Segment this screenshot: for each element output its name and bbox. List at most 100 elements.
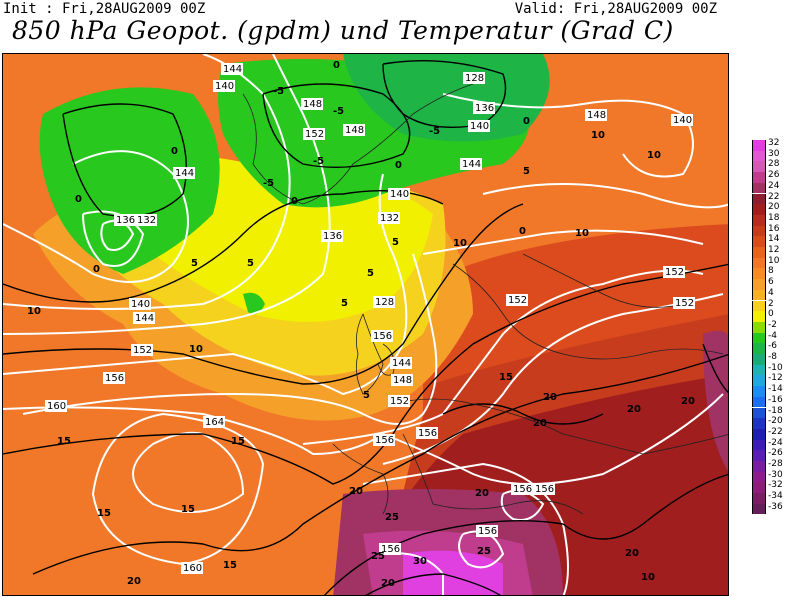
- svg-text:132: 132: [137, 215, 156, 226]
- colorbar-segment: [752, 428, 766, 440]
- colorbar-segment: [752, 236, 766, 247]
- temp-label: 0: [171, 146, 178, 157]
- colorbar-tick-label: 4: [768, 287, 774, 298]
- colorbar-segment: [752, 300, 766, 312]
- geo-label: 140: [213, 80, 235, 92]
- svg-text:156: 156: [478, 526, 497, 537]
- colorbar-segment: [752, 343, 766, 354]
- colorbar-tick-label: 20: [768, 202, 780, 213]
- geo-label: 136: [321, 230, 343, 242]
- temp-label: 20: [349, 486, 363, 497]
- geo-label: 156: [379, 543, 401, 555]
- geo-label: 136: [473, 102, 495, 114]
- geo-label: 128: [373, 296, 395, 308]
- svg-text:128: 128: [465, 73, 484, 84]
- colorbar-segment: [752, 321, 766, 333]
- colorbar-segment: [752, 268, 766, 280]
- temp-label: 20: [381, 578, 395, 589]
- temp-label: 10: [453, 238, 467, 249]
- temp-label: 5: [363, 390, 370, 401]
- svg-text:156: 156: [418, 428, 437, 439]
- temp-label: 20: [475, 488, 489, 499]
- svg-text:136: 136: [323, 231, 342, 242]
- temp-label: 5: [367, 268, 374, 279]
- svg-text:148: 148: [345, 125, 364, 136]
- svg-text:152: 152: [508, 295, 527, 306]
- header: Init : Fri,28AUG2009 00Z Valid: Fri,28AU…: [0, 0, 789, 52]
- temp-label: 15: [181, 504, 195, 515]
- geo-label: 156: [476, 525, 498, 537]
- geo-label: 164: [203, 416, 225, 428]
- svg-text:132: 132: [380, 213, 399, 224]
- geo-label: 152: [388, 395, 410, 407]
- temp-label: 10: [575, 228, 589, 239]
- geo-label: 132: [378, 212, 400, 224]
- temp-label: 0: [93, 264, 100, 275]
- cold-blob: [243, 292, 265, 315]
- colorbar-segment: [752, 214, 766, 226]
- temp-label: -5: [273, 86, 284, 97]
- colorbar-tick-label: 14: [768, 234, 780, 245]
- geo-label: 128: [463, 72, 485, 84]
- colorbar-tick-label: 6: [768, 277, 774, 288]
- temp-label: 20: [127, 576, 141, 587]
- map-canvas: 144 140 128 136 148 152 148 140 144 132 …: [3, 54, 728, 595]
- colorbar-tick-label: -30: [768, 469, 783, 480]
- svg-text:148: 148: [587, 110, 606, 121]
- geo-label: 152: [673, 297, 695, 309]
- svg-text:156: 156: [373, 331, 392, 342]
- cold-pool-core: [343, 54, 550, 142]
- colorbar-tick-label: -32: [768, 480, 783, 491]
- geo-label: 140: [468, 120, 490, 132]
- colorbar-tick-label: 30: [768, 148, 780, 159]
- colorbar-tick-label: -18: [768, 405, 783, 416]
- temp-label: 25: [385, 512, 399, 523]
- temp-label: 15: [499, 372, 513, 383]
- geo-label: 144: [460, 158, 482, 170]
- geo-label: 156: [511, 483, 533, 495]
- temp-label: 5: [247, 258, 254, 269]
- temp-label: -5: [313, 156, 324, 167]
- colorbar-tick-label: -12: [768, 373, 783, 384]
- temp-label: 0: [333, 60, 340, 71]
- temp-label: 20: [543, 392, 557, 403]
- temp-label: 30: [413, 556, 427, 567]
- temp-label: 5: [191, 258, 198, 269]
- temp-label: 25: [371, 551, 385, 562]
- colorbar-tick-label: -28: [768, 459, 783, 469]
- temp-label: 25: [477, 546, 491, 557]
- svg-text:140: 140: [470, 121, 489, 132]
- temp-label: 5: [523, 166, 530, 177]
- colorbar-segment: [752, 193, 766, 205]
- valid-time: Valid: Fri,28AUG2009 00Z: [514, 1, 717, 17]
- svg-text:156: 156: [381, 544, 400, 555]
- svg-text:136: 136: [475, 103, 494, 114]
- colorbar-segment: [752, 289, 766, 301]
- colorbar-tick-label: 10: [768, 255, 780, 266]
- colorbar-segment: [752, 503, 766, 515]
- colorbar-segment: [752, 172, 766, 183]
- geo-label: 156: [371, 330, 393, 342]
- geo-label: 144: [173, 167, 195, 179]
- colorbar-tick-label: 32: [768, 138, 780, 148]
- temp-label: 5: [341, 298, 348, 309]
- svg-text:152: 152: [390, 396, 409, 407]
- temp-label: 20: [681, 396, 695, 407]
- svg-text:144: 144: [135, 313, 154, 324]
- geopotential-label-group: 144 140 128 136 148 152 148 140 144 132 …: [45, 63, 695, 574]
- colorbar-tick-label: 22: [768, 191, 780, 202]
- colorbar-tick-label: 0: [768, 309, 774, 320]
- svg-text:140: 140: [673, 115, 692, 126]
- colorbar-tick-label: -22: [768, 426, 783, 437]
- colorbar-segment: [752, 354, 766, 365]
- colorbar-segment: [752, 204, 766, 215]
- geo-label: 152: [131, 344, 153, 356]
- geo-label: 140: [129, 298, 151, 310]
- colorbar-tick-label: -8: [768, 352, 777, 362]
- colorbar-tick-label: -20: [768, 416, 783, 427]
- temp-label: 5: [392, 237, 399, 248]
- colorbar-tick-label: -14: [768, 384, 783, 395]
- colorbar-segment: [752, 375, 766, 387]
- temp-label: 0: [523, 116, 530, 127]
- svg-text:152: 152: [305, 129, 324, 140]
